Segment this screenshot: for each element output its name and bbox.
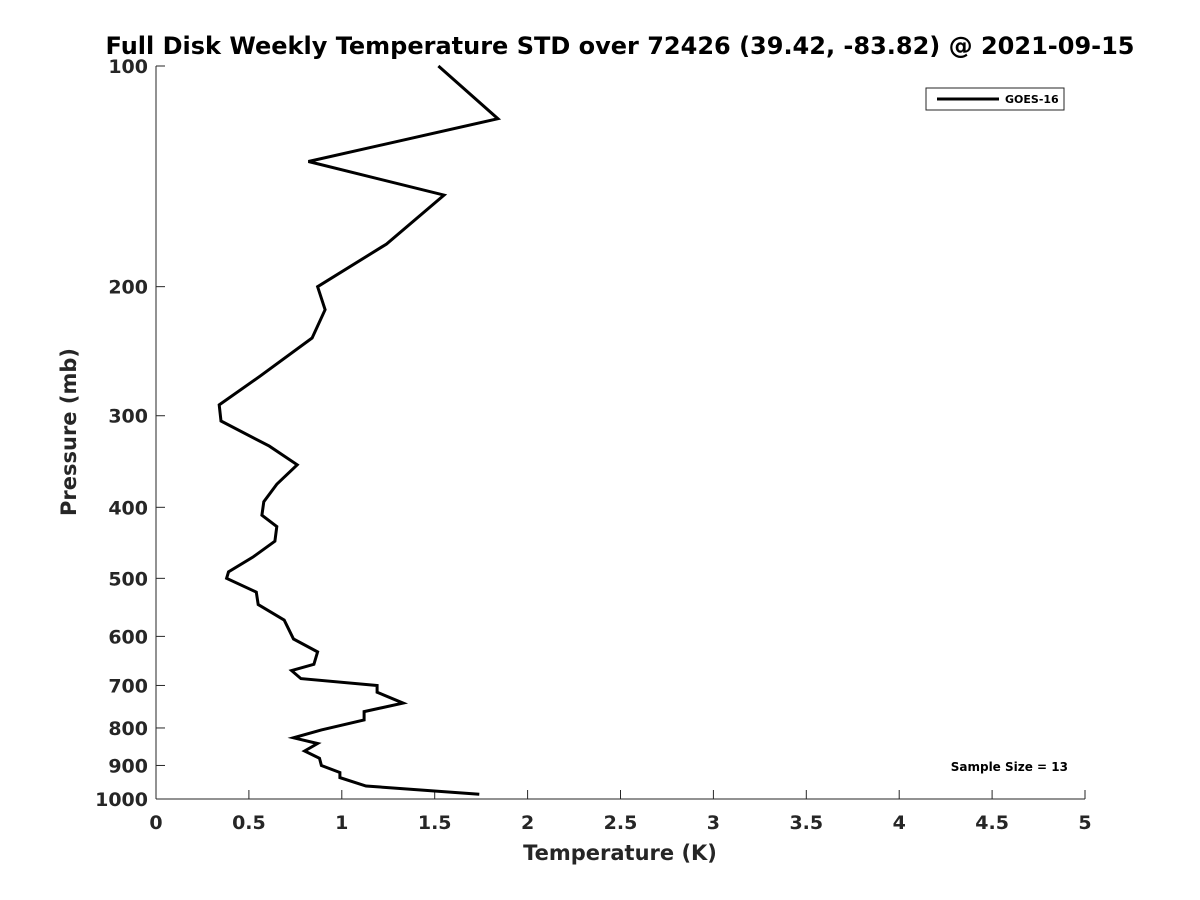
x-tick-label: 5 bbox=[1078, 812, 1091, 834]
series-line-goes-16 bbox=[217, 64, 502, 796]
x-tick-label: 3.5 bbox=[789, 812, 823, 834]
y-tick-label: 200 bbox=[108, 277, 148, 299]
x-tick-label: 1.5 bbox=[418, 812, 452, 834]
y-tick-label: 600 bbox=[108, 626, 148, 648]
x-tick-label: 0 bbox=[149, 812, 162, 834]
y-axis-label: Pressure (mb) bbox=[57, 348, 81, 516]
series-layer bbox=[217, 64, 502, 796]
y-tick-label: 100 bbox=[108, 56, 148, 78]
chart-title: Full Disk Weekly Temperature STD over 72… bbox=[106, 32, 1135, 60]
legend-label-goes-16: GOES-16 bbox=[1005, 93, 1059, 106]
x-tick-label: 1 bbox=[335, 812, 348, 834]
x-tick-label: 4 bbox=[893, 812, 906, 834]
x-tick-label: 2.5 bbox=[604, 812, 638, 834]
x-tick-label: 2 bbox=[521, 812, 534, 834]
y-tick-label: 700 bbox=[108, 675, 148, 697]
x-axis-label: Temperature (K) bbox=[523, 841, 717, 865]
y-tick-label: 400 bbox=[108, 497, 148, 519]
x-tick-label: 3 bbox=[707, 812, 720, 834]
x-ticks: 0 0.5 1 1.5 2 2.5 3 3.5 4 4.5 5 bbox=[149, 790, 1092, 834]
x-tick-label: 4.5 bbox=[975, 812, 1009, 834]
y-tick-label: 1000 bbox=[95, 789, 148, 811]
y-tick-label: 500 bbox=[108, 568, 148, 590]
axes bbox=[155, 66, 1085, 800]
legend: GOES-16 bbox=[925, 87, 1065, 111]
y-tick-label: 800 bbox=[108, 718, 148, 740]
y-tick-label: 900 bbox=[108, 755, 148, 777]
y-tick-label: 300 bbox=[108, 406, 148, 428]
y-ticks: 100 200 300 400 500 600 700 800 900 1000 bbox=[95, 56, 165, 811]
sample-size-annotation: Sample Size = 13 bbox=[951, 760, 1068, 774]
x-tick-label: 0.5 bbox=[232, 812, 266, 834]
